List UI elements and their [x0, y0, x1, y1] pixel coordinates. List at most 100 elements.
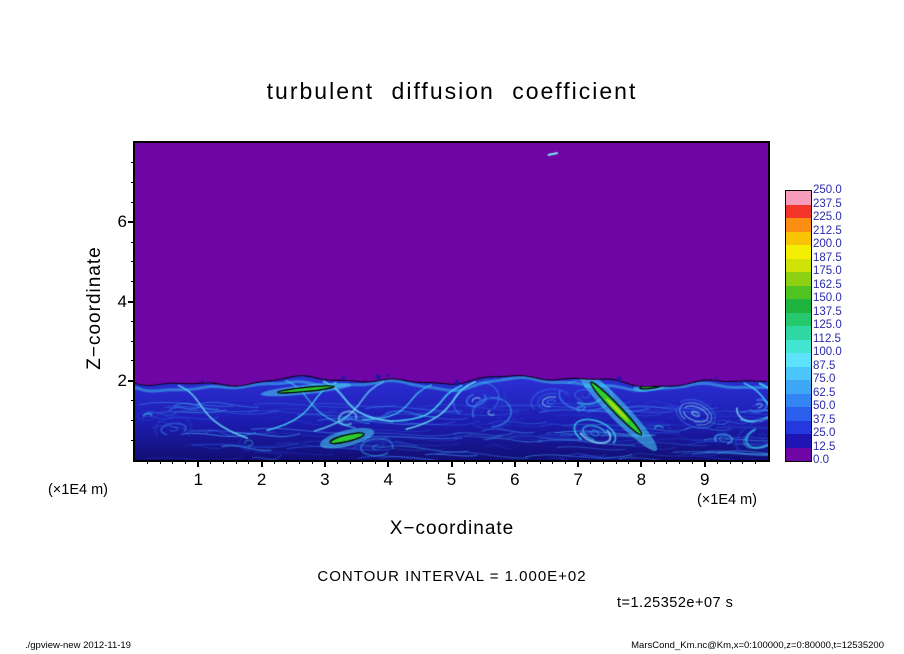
x-minor-tick-mark: [615, 460, 617, 464]
y-tick-mark: [128, 221, 135, 224]
x-tick-label: 6: [510, 470, 520, 489]
x-tick-label: 8: [636, 470, 647, 489]
colorbar-segment: [786, 393, 811, 407]
colorbar-segment: [786, 380, 811, 394]
x-minor-tick-mark: [526, 460, 528, 464]
colorbar-tick-label: 112.5: [813, 332, 841, 345]
colorbar-segment: [786, 434, 811, 448]
colorbar-tick-label: 175.0: [813, 265, 842, 277]
x-tick-mark: [703, 460, 706, 467]
x-minor-tick-mark: [501, 460, 503, 464]
x-tick-label: 3: [320, 470, 330, 489]
x-minor-tick-mark: [337, 460, 339, 464]
x-tick-label: 1: [193, 470, 204, 489]
colorbar-tick-label: 37.5: [813, 413, 836, 426]
x-tick-label: 2: [256, 470, 267, 489]
colorbar-segment: [786, 231, 811, 245]
colorbar-segment: [786, 353, 811, 367]
x-tick-mark: [577, 460, 580, 467]
x-minor-tick-mark: [273, 460, 275, 464]
colorbar-segment: [786, 285, 811, 299]
x-tick-label: 4: [383, 470, 393, 489]
x-minor-tick-mark: [413, 460, 415, 464]
x-minor-tick-mark: [223, 460, 225, 464]
z-axis-unit-label: (×1E4 m): [47, 482, 109, 498]
colorbar-segment: [786, 326, 811, 340]
colorbar-tick-label: 237.5: [813, 197, 842, 210]
x-tick-mark: [387, 460, 390, 467]
x-minor-tick-mark: [564, 460, 566, 464]
x-tick-mark: [513, 460, 516, 467]
x-minor-tick-mark: [362, 460, 364, 464]
colorbar-segment: [786, 339, 811, 353]
colorbar-tick-label: 87.5: [813, 359, 836, 372]
contour-interval-note: CONTOUR INTERVAL = 1.000E+02: [317, 568, 587, 585]
colorbar-tick-label: 200.0: [813, 238, 842, 250]
colorbar-segment: [786, 420, 811, 434]
x-tick-mark: [197, 460, 200, 467]
colorbar-tick-label: 12.5: [813, 440, 836, 453]
x-tick-mark: [260, 460, 263, 467]
x-minor-tick-mark: [476, 460, 478, 464]
x-minor-tick-mark: [742, 460, 744, 464]
x-minor-tick-mark: [375, 460, 377, 464]
colorbar-tick-label: 0.0: [813, 454, 829, 466]
colorbar-tick-label: 25.0: [813, 427, 836, 439]
x-minor-tick-mark: [248, 460, 250, 464]
x-minor-tick-mark: [691, 460, 693, 464]
x-minor-tick-mark: [653, 460, 655, 464]
colorbar-segment: [786, 447, 811, 461]
x-tick-label: 7: [573, 470, 583, 489]
x-minor-tick-mark: [602, 460, 604, 464]
x-minor-tick-mark: [678, 460, 680, 464]
x-minor-tick-mark: [438, 460, 440, 464]
x-axis-label: X−coordinate: [389, 518, 515, 539]
colorbar-segment: [786, 312, 811, 326]
colorbar-tick-label: 75.0: [813, 373, 836, 385]
y-tick-label: 6: [117, 212, 127, 232]
x-minor-tick-mark: [488, 460, 490, 464]
colorbar-tick-label: 250.0: [813, 184, 842, 196]
colorbar-segment: [786, 245, 811, 259]
colorbar-segment: [786, 299, 811, 313]
x-minor-tick-mark: [539, 460, 541, 464]
x-minor-tick-mark: [552, 460, 554, 464]
colorbar-tick-label: 187.5: [813, 251, 842, 264]
footer-file-info: MarsCond_Km.nc@Km,x=0:100000,z=0:80000,t…: [631, 640, 884, 651]
colorbar-segment: [786, 191, 811, 205]
footer-command-line: ./gpview-new 2012-11-19: [25, 640, 131, 651]
colorbar-segment: [786, 272, 811, 286]
colorbar-segment: [786, 407, 811, 421]
x-minor-tick-mark: [754, 460, 756, 464]
x-minor-tick-mark: [210, 460, 212, 464]
x-minor-tick-mark: [729, 460, 731, 464]
x-minor-tick-mark: [590, 460, 592, 464]
x-minor-tick-mark: [349, 460, 351, 464]
colorbar-segment: [786, 218, 811, 232]
x-minor-tick-mark: [628, 460, 630, 464]
colorbar-tick-label: 125.0: [813, 319, 842, 331]
x-minor-tick-mark: [147, 460, 149, 464]
x-minor-tick-mark: [311, 460, 313, 464]
colorbar-tick-label: 62.5: [813, 386, 836, 399]
chart-title: turbulent diffusion coefficient: [266, 78, 638, 104]
colorbar-segment: [786, 258, 811, 272]
heatmap-canvas: [135, 143, 768, 460]
colorbar-segment: [786, 366, 811, 380]
colorbar-tick-label: 212.5: [813, 224, 842, 237]
x-tick-label: 5: [446, 470, 457, 489]
x-minor-tick-mark: [235, 460, 237, 464]
x-minor-tick-mark: [172, 460, 174, 464]
y-tick-mark: [128, 300, 135, 303]
colorbar-segment: [786, 204, 811, 218]
x-minor-tick-mark: [666, 460, 668, 464]
colorbar-tick-label: 50.0: [813, 400, 836, 412]
x-minor-tick-mark: [159, 460, 161, 464]
time-annotation: t=1.25352e+07 s: [617, 595, 734, 611]
x-tick-mark: [323, 460, 326, 467]
colorbar-tick-label: 162.5: [813, 278, 842, 291]
colorbar-tick-label: 225.0: [813, 211, 842, 223]
x-tick-label: 9: [699, 470, 710, 489]
colorbar-tick-label: 150.0: [813, 292, 842, 304]
